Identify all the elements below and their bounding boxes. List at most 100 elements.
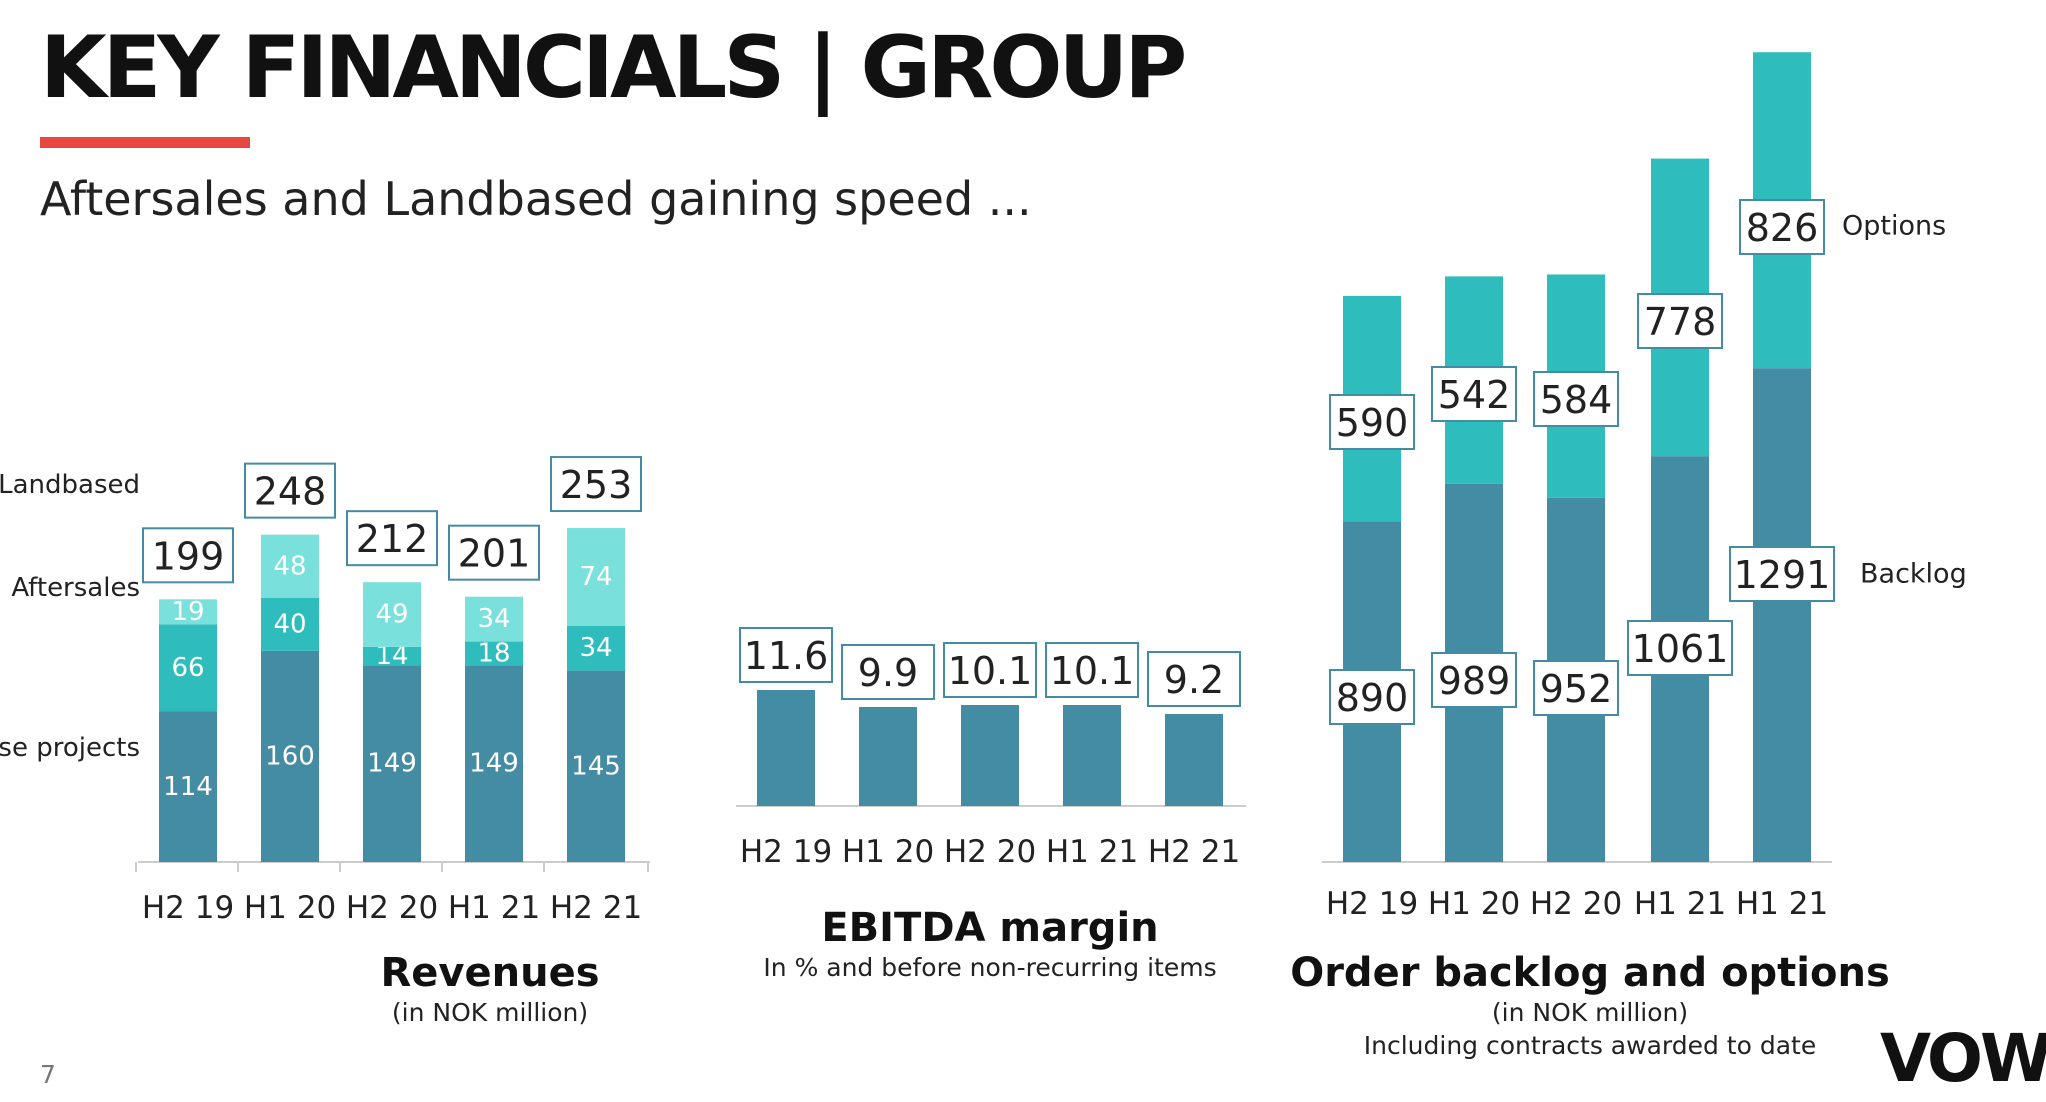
revenues-segment-label: 48: [273, 551, 306, 581]
revenues-bar-segment: [261, 650, 319, 862]
backlog-value-label-box: [1533, 660, 1619, 716]
ebitda-margin-chart: 11.6 H2 19 9.9 H1 20 10.1 H2 20 10.1 H1 21 9.2 H2…: [736, 627, 1246, 870]
revenues-bar-segment: [363, 646, 421, 666]
options-value-label-box: [1329, 394, 1415, 450]
ebitda-bar: [1165, 714, 1223, 806]
revenues-bar-segment: [159, 599, 217, 625]
revenues-total-label-box: [346, 510, 438, 567]
backlog-value-label: 952: [1540, 667, 1613, 711]
ebitda-bar: [757, 690, 815, 806]
vow-logo: VOW: [1880, 1020, 2046, 1097]
ebitda-bar: [859, 707, 917, 806]
revenues-total-label: 248: [254, 470, 327, 514]
revenues-x-tick-label: H2 20: [346, 890, 438, 926]
revenues-segment-label: 114: [163, 772, 213, 802]
revenues-x-tick-label: H2 21: [550, 890, 642, 926]
backlog-value-label-box: [1729, 546, 1835, 602]
backlog-value-label: 1291: [1734, 553, 1831, 597]
revenues-caption: Revenues (in NOK million): [240, 950, 740, 1029]
backlog-subtitle-2: Including contracts awarded to date: [1363, 1031, 1817, 1060]
revenues-total-label: 201: [458, 532, 531, 576]
ebitda-value-label-box: [739, 627, 833, 683]
revenues-segment-label: 34: [579, 633, 612, 663]
revenues-segment-label: 34: [477, 604, 510, 634]
ebitda-value-label-box: [1045, 642, 1139, 698]
backlog-title: Order backlog and options: [1290, 950, 1890, 996]
backlog-x-tick-label: H2 19: [1326, 886, 1418, 922]
revenues-bar-segment: [465, 665, 523, 862]
options-value-label-box: [1637, 293, 1723, 349]
backlog-subtitle: (in NOK million): [1491, 998, 1689, 1027]
backlog-bar-segment: [1753, 368, 1811, 862]
revenues-x-tick-label: H1 20: [244, 890, 336, 926]
ebitda-caption: EBITDA margin In % and before non-recurr…: [730, 905, 1250, 984]
revenues-total-label-box: [448, 524, 540, 581]
options-value-label: 826: [1746, 206, 1819, 250]
revenues-segment-label: 18: [477, 638, 510, 668]
revenues-bar-segment: [363, 582, 421, 647]
ebitda-value-label: 10.1: [948, 649, 1033, 693]
revenues-bar-segment: [567, 625, 625, 671]
revenues-bar-segment: [363, 665, 421, 862]
revenues-subtitle: (in NOK million): [391, 998, 589, 1027]
order-backlog-chart: H2 19 H1 20 H2 20 H1 21 H1 21 890 590 989 542 952…: [1322, 52, 1967, 922]
backlog-legend-options: Options: [1842, 211, 1946, 242]
options-value-label-box: [1431, 366, 1517, 422]
revenues-bar-segment: [261, 534, 319, 598]
revenues-segment-label: 49: [375, 600, 408, 630]
ebitda-x-tick-label: H1 21: [1046, 834, 1138, 870]
revenues-total-label-box: [244, 462, 336, 519]
revenues-segment-label: 74: [579, 562, 612, 592]
page-title: KEY FINANCIALS | GROUP: [40, 18, 1187, 118]
options-value-label: 542: [1438, 373, 1511, 417]
ebitda-title: EBITDA margin: [821, 905, 1159, 951]
revenues-total-label: 199: [152, 534, 225, 578]
revenues-x-tick-label: H1 21: [448, 890, 540, 926]
options-value-label: 584: [1540, 378, 1613, 422]
ebitda-value-label-box: [1147, 651, 1241, 707]
page-number: 7: [40, 1060, 56, 1089]
revenues-segment-label: 149: [469, 749, 519, 779]
revenues-bar-segment: [159, 624, 217, 712]
ebitda-value-label-box: [943, 642, 1037, 698]
backlog-value-label-box: [1329, 669, 1415, 725]
ebitda-x-tick-label: H2 20: [944, 834, 1036, 870]
revenues-total-label-box: [550, 456, 642, 513]
revenues-bar-segment: [465, 596, 523, 642]
revenues-bar-segment: [261, 598, 319, 651]
revenues-segment-label: 40: [273, 609, 306, 639]
revenues-bar-segment: [465, 641, 523, 666]
backlog-x-tick-label: H1 21: [1634, 886, 1726, 922]
ebitda-subtitle: In % and before non-recurring items: [763, 953, 1217, 982]
ebitda-value-label: 11.6: [744, 634, 829, 678]
revenues-legend-2: Landbased: [0, 470, 140, 500]
ebitda-bar: [1063, 705, 1121, 806]
revenues-segment-label: 145: [571, 751, 621, 781]
revenues-total-label-box: [142, 527, 234, 584]
options-value-label: 590: [1336, 401, 1409, 445]
title-accent-rule: [40, 137, 250, 148]
revenues-segment-label: 66: [171, 653, 204, 683]
backlog-x-tick-label: H2 20: [1530, 886, 1622, 922]
revenues-segment-label: 149: [367, 749, 417, 779]
ebitda-bar: [961, 705, 1019, 806]
ebitda-value-label: 10.1: [1050, 649, 1135, 693]
ebitda-value-label: 9.9: [858, 651, 918, 695]
ebitda-value-label: 9.2: [1164, 658, 1224, 702]
backlog-value-label-box: [1627, 620, 1733, 676]
revenues-title: Revenues: [380, 950, 600, 996]
revenues-legend-0: ise projects: [0, 733, 140, 763]
options-value-label-box: [1533, 371, 1619, 427]
options-value-label-box: [1739, 199, 1825, 255]
page-subtitle: Aftersales and Landbased gaining speed .…: [40, 172, 1032, 226]
revenues-total-label: 212: [356, 517, 429, 561]
backlog-value-label: 989: [1438, 659, 1511, 703]
revenues-segment-label: 19: [171, 597, 204, 627]
ebitda-value-label-box: [841, 644, 935, 700]
revenues-x-tick-label: H2 19: [142, 890, 234, 926]
revenues-bar-segment: [159, 711, 217, 862]
revenues-bar-segment: [567, 528, 625, 626]
backlog-value-label: 1061: [1632, 627, 1729, 671]
